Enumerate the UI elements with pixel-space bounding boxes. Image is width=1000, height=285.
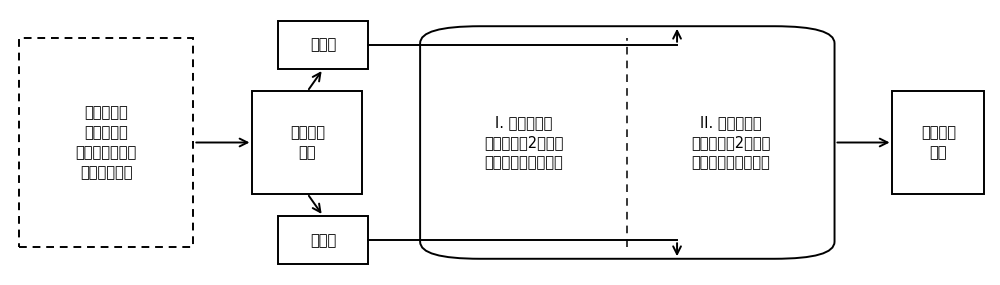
Text: 投入组: 投入组 — [310, 37, 336, 52]
Text: II. 电容放电：
指针降序的2路归并
更新并记录排序结果: II. 电容放电： 指针降序的2路归并 更新并记录排序结果 — [691, 115, 771, 170]
FancyBboxPatch shape — [420, 26, 835, 259]
Text: 当前电容
电压: 当前电容 电压 — [290, 125, 325, 160]
Text: I. 电容充电：
指针升序的2路归并
更新并记录排序结果: I. 电容充电： 指针升序的2路归并 更新并记录排序结果 — [484, 115, 563, 170]
Text: 生成触发
脉冲: 生成触发 脉冲 — [921, 125, 956, 160]
FancyBboxPatch shape — [892, 91, 984, 194]
Text: 切除组: 切除组 — [310, 233, 336, 248]
FancyBboxPatch shape — [19, 38, 193, 247]
FancyBboxPatch shape — [278, 216, 368, 264]
FancyBboxPatch shape — [278, 21, 368, 69]
FancyBboxPatch shape — [252, 91, 362, 194]
Text: 上一周期：
排序的结果
投入切除模块数
桥臂电流方向: 上一周期： 排序的结果 投入切除模块数 桥臂电流方向 — [75, 105, 137, 180]
